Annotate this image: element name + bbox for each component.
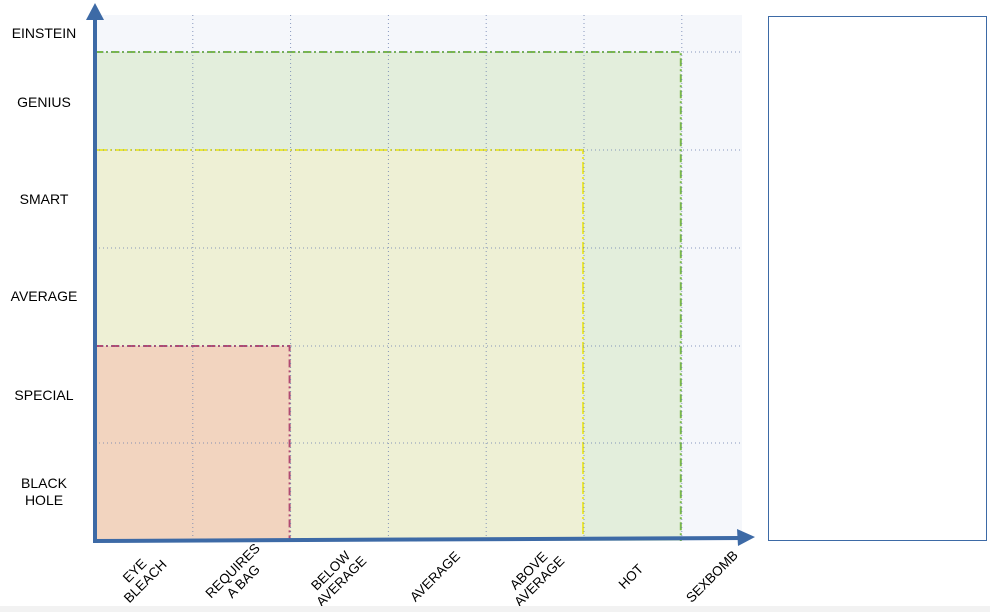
y-label: SMART bbox=[19, 190, 69, 207]
y-label: BLACK HOLE bbox=[21, 475, 67, 508]
y-label: EINSTEIN bbox=[11, 24, 77, 41]
x-axis-arrowhead bbox=[737, 529, 755, 546]
y-label: AVERAGE bbox=[10, 287, 78, 304]
y-label: GENIUS bbox=[17, 93, 71, 110]
y-axis-arrowhead bbox=[86, 3, 104, 20]
side-panel bbox=[768, 16, 987, 541]
bottom-strip bbox=[0, 606, 990, 612]
y-label: SPECIAL bbox=[14, 386, 74, 403]
x-axis bbox=[92, 536, 739, 543]
